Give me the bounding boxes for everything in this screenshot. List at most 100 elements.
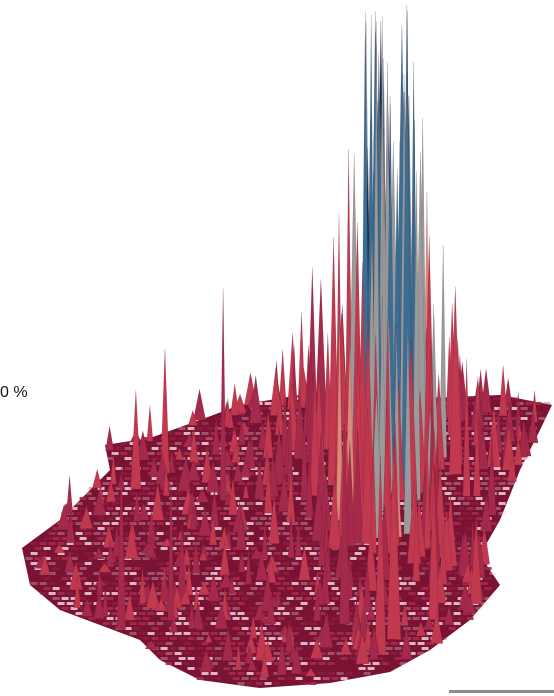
- map-grid-cell: [381, 582, 389, 585]
- map-spike: [92, 468, 103, 489]
- map-grid-cell: [201, 572, 209, 575]
- map-grid-cell: [25, 557, 33, 560]
- map-spike: [198, 507, 212, 537]
- map-grid-cell: [273, 502, 281, 505]
- map-spike: [255, 551, 268, 581]
- map-grid-cell: [142, 607, 150, 610]
- map-grid-cell: [471, 612, 479, 615]
- map-grid-cell: [174, 442, 182, 445]
- map-grid-cell: [156, 452, 164, 455]
- map-grid-cell: [408, 632, 416, 635]
- map-grid-cell: [75, 512, 83, 515]
- map-grid-cell: [237, 602, 245, 605]
- map-grid-cell: [264, 512, 272, 515]
- map-grid-cell: [169, 657, 177, 660]
- map-grid-cell: [300, 672, 308, 675]
- map-grid-cell: [34, 547, 42, 550]
- map-spike: [73, 577, 81, 608]
- map-grid-cell: [61, 597, 69, 600]
- map-grid-cell: [408, 602, 416, 605]
- map-grid-cell: [466, 537, 474, 540]
- map-grid-cell: [390, 642, 398, 645]
- map-grid-cell: [102, 512, 110, 515]
- map-grid-cell: [327, 602, 335, 605]
- map-grid-cell: [246, 482, 254, 485]
- map-grid-cell: [120, 492, 128, 495]
- map-spike: [211, 416, 221, 456]
- map-grid-cell: [196, 587, 204, 590]
- map-grid-cell: [66, 592, 74, 595]
- map-grid-cell: [183, 662, 191, 665]
- map-grid-cell: [435, 472, 443, 475]
- map-grid-cell: [399, 552, 407, 555]
- map-grid-cell: [484, 587, 492, 590]
- map-grid-cell: [295, 597, 303, 600]
- map-grid-cell: [120, 512, 128, 515]
- map-grid-cell: [61, 557, 69, 560]
- map-grid-cell: [102, 622, 110, 625]
- map-grid-cell: [237, 612, 245, 615]
- map-spike: [97, 562, 112, 573]
- map-grid-cell: [457, 517, 465, 520]
- map-spike: [167, 449, 176, 474]
- map-grid-cell: [255, 602, 263, 605]
- map-grid-cell: [421, 637, 429, 640]
- map-grid-cell: [169, 547, 177, 550]
- map-grid-cell: [210, 572, 218, 575]
- map-spike: [480, 494, 493, 532]
- map-grid-cell: [259, 407, 267, 410]
- map-grid-cell: [259, 587, 267, 590]
- map-grid-cell: [192, 432, 200, 435]
- map-spike: [201, 446, 213, 483]
- map-grid-cell: [43, 587, 51, 590]
- map-spike: [470, 514, 483, 604]
- map-grid-cell: [381, 662, 389, 665]
- map-grid-cell: [439, 487, 447, 490]
- map-grid-cell: [304, 597, 312, 600]
- map-grid-cell: [48, 562, 56, 565]
- map-grid-cell: [507, 482, 515, 485]
- map-spike: [276, 639, 288, 676]
- map-grid-cell: [210, 612, 218, 615]
- map-spike: [486, 405, 501, 468]
- map-grid-cell: [102, 592, 110, 595]
- map-grid-cell: [165, 652, 173, 655]
- map-grid-cell: [358, 577, 366, 580]
- map-spike: [189, 506, 197, 530]
- map-grid-cell: [48, 532, 56, 535]
- map-grid-cell: [439, 477, 447, 480]
- map-grid-cell: [214, 607, 222, 610]
- map-grid-cell: [124, 447, 132, 450]
- map-grid-cell: [160, 657, 168, 660]
- map-grid-cell: [358, 567, 366, 570]
- map-grid-cell: [237, 412, 245, 415]
- map-grid-cell: [273, 612, 281, 615]
- map-grid-cell: [336, 652, 344, 655]
- map-grid-cell: [205, 587, 213, 590]
- map-grid-cell: [250, 607, 258, 610]
- map-grid-cell: [538, 417, 546, 420]
- map-grid-cell: [444, 572, 452, 575]
- map-grid-cell: [228, 452, 236, 455]
- map-grid-cell: [133, 567, 141, 570]
- map-grid-cell: [97, 597, 105, 600]
- map-grid-cell: [133, 597, 141, 600]
- map-grid-cell: [138, 532, 146, 535]
- map-spike: [430, 610, 444, 644]
- map-grid-cell: [475, 507, 483, 510]
- map-grid-cell: [30, 552, 38, 555]
- map-grid-cell: [187, 647, 195, 650]
- map-grid-cell: [268, 507, 276, 510]
- map-grid-cell: [421, 557, 429, 560]
- map-grid-cell: [61, 577, 69, 580]
- map-grid-cell: [232, 487, 240, 490]
- map-spike: [219, 288, 227, 501]
- map-grid-cell: [48, 542, 56, 545]
- map-grid-cell: [291, 612, 299, 615]
- map-grid-cell: [282, 522, 290, 525]
- map-grid-cell: [484, 567, 492, 570]
- map-grid-cell: [498, 452, 506, 455]
- map-grid-cell: [291, 592, 299, 595]
- map-grid-cell: [304, 627, 312, 630]
- map-grid-cell: [183, 652, 191, 655]
